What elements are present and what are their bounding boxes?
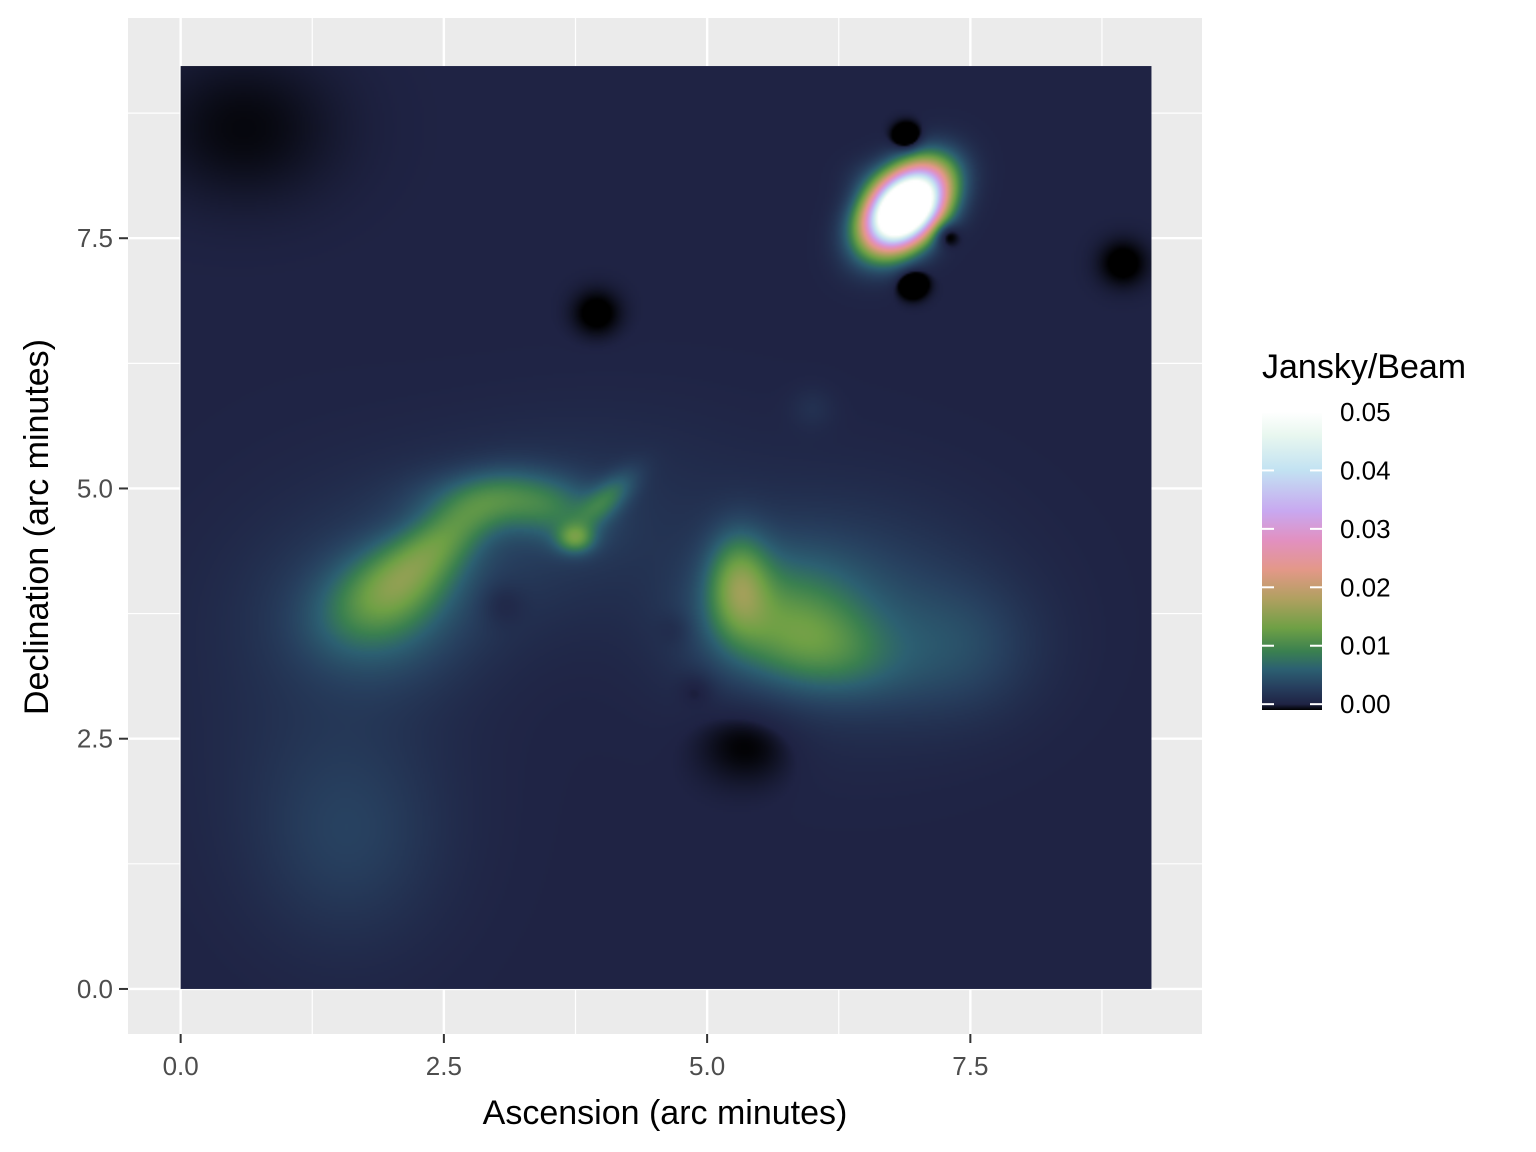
legend: Jansky/Beam 0.05 0.04 0.03 0.02 0.01 0.00 [1262,348,1466,719]
y-tick-label: 0.0 [77,974,113,1004]
legend-title: Jansky/Beam [1262,348,1466,386]
heatmap-raster [181,66,1152,989]
x-tick-label: 7.5 [952,1051,988,1081]
legend-tick-label: 0.01 [1340,631,1391,661]
y-axis-title: Declination (arc minutes) [18,339,56,715]
intensity-map [181,66,1152,989]
y-tick-label: 5.0 [77,473,113,503]
legend-tick-label: 0.02 [1340,572,1391,602]
x-tick-label: 2.5 [426,1051,462,1081]
legend-tick-label: 0.05 [1340,397,1391,427]
y-tick-label: 2.5 [77,724,113,754]
legend-colorbar [1262,412,1322,710]
x-axis-title: Ascension (arc minutes) [483,1094,848,1132]
y-tick-label: 7.5 [77,223,113,253]
x-tick-label: 0.0 [163,1051,199,1081]
x-tick-label: 5.0 [689,1051,725,1081]
legend-tick-label: 0.00 [1340,689,1391,719]
legend-tick-label: 0.03 [1340,514,1391,544]
legend-tick-label: 0.04 [1340,455,1391,485]
